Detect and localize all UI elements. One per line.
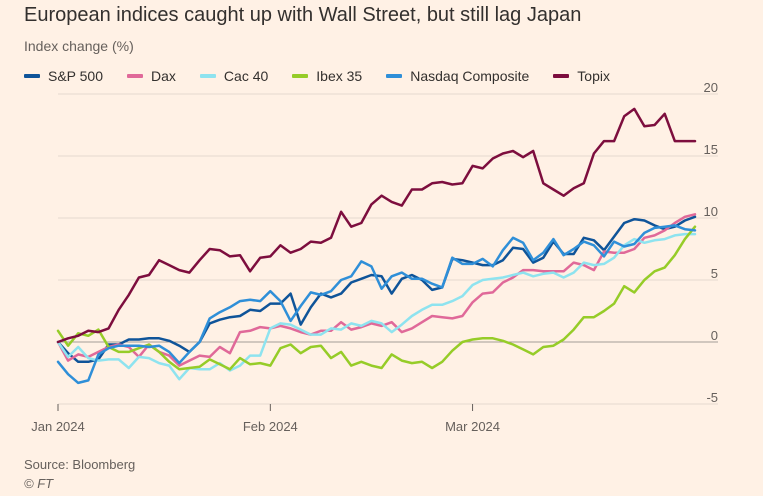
legend-label: S&P 500	[48, 68, 104, 84]
legend-swatch	[553, 74, 570, 78]
legend-swatch	[24, 74, 40, 78]
legend-label: Ibex 35	[316, 68, 363, 84]
legend-swatch	[386, 74, 403, 78]
series-line-topix	[56, 107, 697, 344]
legend-item: Topix	[553, 68, 610, 84]
y-tick-label: 5	[711, 266, 718, 281]
y-tick-label: 20	[704, 80, 718, 95]
series-line-ibex-35	[56, 225, 697, 371]
series-line-cac-40	[56, 232, 697, 381]
series-line-nasdaq-composite	[56, 224, 697, 385]
legend-item: Nasdaq Composite	[386, 68, 529, 84]
legend-label: Dax	[151, 68, 176, 84]
y-tick-label: -5	[706, 390, 718, 405]
legend-label: Nasdaq Composite	[410, 68, 530, 84]
x-tick-label: Mar 2024	[445, 419, 500, 434]
legend-swatch	[199, 74, 216, 78]
series-line-s-p-500	[56, 215, 697, 364]
x-tick-label: Jan 2024	[31, 419, 85, 434]
legend-label: Cac 40	[223, 68, 269, 84]
y-tick-label: 10	[704, 204, 718, 219]
y-axis-labels: 20 15 10 5 0 -5	[704, 80, 718, 405]
x-tick-label: Feb 2024	[243, 419, 298, 434]
chart-subtitle: Index change (%)	[24, 38, 134, 54]
legend: S&P 500 Dax Cac 40 Ibex 35 Nasdaq Composite T…	[24, 68, 634, 84]
series-line-dax	[56, 213, 697, 367]
y-tick-label: 15	[704, 142, 718, 157]
series-lines	[56, 107, 697, 385]
source-note: Source: Bloomberg	[24, 457, 136, 472]
x-axis: Jan 2024 Feb 2024 Mar 2024	[31, 404, 500, 434]
legend-label: Topix	[577, 68, 610, 84]
legend-swatch	[127, 74, 144, 78]
y-tick-label: 0	[711, 328, 718, 343]
credit: © FT	[24, 476, 54, 491]
legend-item: S&P 500	[24, 68, 103, 84]
legend-item: Dax	[127, 68, 176, 84]
legend-swatch	[292, 74, 309, 78]
legend-item: Ibex 35	[292, 68, 362, 84]
chart-title: European indices caught up with Wall Str…	[24, 4, 582, 26]
legend-item: Cac 40	[199, 68, 269, 84]
